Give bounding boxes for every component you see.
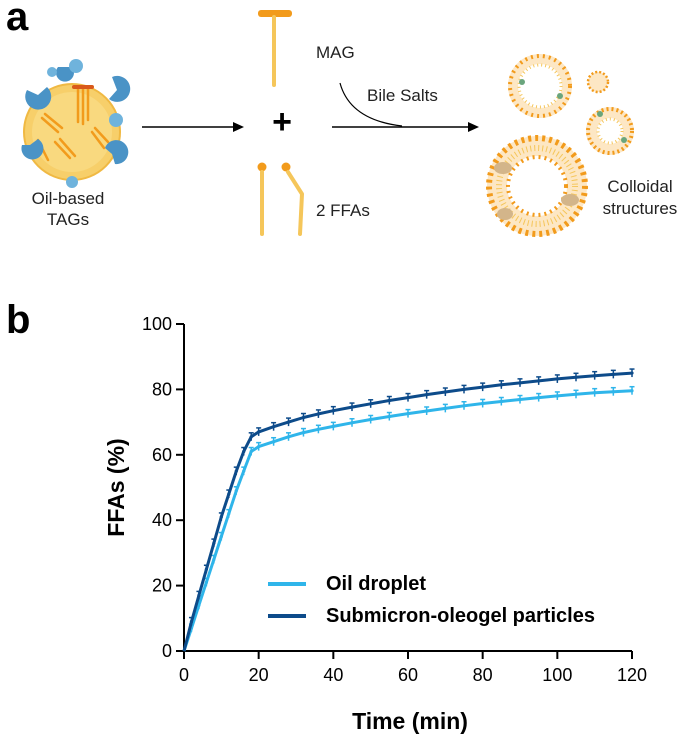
y-tick-label: 100: [142, 314, 172, 334]
data-point: [369, 417, 373, 422]
data-point: [316, 412, 320, 416]
data-point: [481, 385, 485, 389]
data-point: [350, 421, 354, 425]
curved-arrow-icon: [332, 82, 479, 132]
x-tick-label: 20: [249, 665, 269, 685]
colloid-label-line-1: Colloidal: [607, 177, 672, 196]
x-tick-label: 80: [473, 665, 493, 685]
data-point: [481, 401, 485, 406]
data-point: [406, 411, 410, 416]
data-point: [249, 449, 253, 454]
x-axis-title: Time (min): [352, 708, 468, 734]
data-point: [272, 440, 276, 444]
y-axis-title: FFAs (%): [103, 438, 129, 536]
data-point: [204, 580, 208, 584]
data-point: [189, 619, 194, 624]
data-point: [574, 375, 578, 379]
ffa-release-chart: 0 20 40 60 80 100 0 20 40 60 80 100 120 Time (min) FFA…: [103, 314, 647, 734]
oil-label-line-1: Oil-based: [32, 189, 105, 208]
data-point: [234, 489, 238, 493]
y-tick-label: 80: [152, 379, 172, 399]
colloid-label-line-2: structures: [603, 199, 678, 218]
ffa-label: 2 FFAs: [316, 201, 370, 220]
data-point: [197, 603, 201, 607]
data-point: [242, 449, 246, 454]
data-point: [301, 430, 306, 435]
data-point: [212, 557, 216, 562]
bile-salts-label: Bile Salts: [367, 86, 438, 105]
data-point: [387, 414, 391, 419]
data-point: [242, 469, 246, 473]
y-tick-label: 0: [162, 641, 172, 661]
data-point: [574, 392, 578, 396]
mag-label: MAG: [316, 43, 355, 62]
oil-droplet-icon: [21, 59, 131, 188]
y-tick-label: 20: [152, 576, 172, 596]
x-tick-label: 120: [617, 665, 647, 685]
data-point: [630, 389, 634, 393]
x-tick-label: 0: [179, 665, 189, 685]
y-tick-label: 40: [152, 510, 172, 530]
data-point: [611, 372, 615, 376]
oil-label-line-2: TAGs: [47, 210, 89, 229]
data-point: [227, 492, 231, 496]
panel-b-letter: b: [6, 298, 30, 342]
data-point: [537, 395, 541, 400]
data-point: [301, 415, 306, 420]
data-point: [555, 394, 559, 398]
data-point: [249, 435, 253, 439]
y-tick-label: 60: [152, 445, 172, 465]
data-point: [518, 381, 522, 385]
data-point: [443, 390, 447, 394]
data-point: [593, 374, 597, 378]
data-point: [462, 404, 466, 408]
data-point: [443, 406, 447, 410]
panel-a: a: [6, 0, 678, 237]
data-point: [227, 512, 231, 516]
panel-a-letter: a: [6, 0, 29, 39]
data-point: [257, 430, 261, 434]
data-point: [630, 371, 634, 375]
x-tick-label: 60: [398, 665, 418, 685]
data-point: [518, 397, 522, 402]
data-point: [272, 425, 276, 429]
data-point: [425, 409, 429, 413]
panel-b: b 0 20 40 60 80 100 0 20 40 60 80 100 120 Time (min) F…: [6, 298, 647, 734]
arrow-right-icon: [142, 122, 244, 132]
data-point: [286, 420, 291, 424]
data-point: [331, 409, 335, 413]
colloidal-structures-icon: [486, 54, 634, 237]
data-point: [369, 402, 373, 406]
data-point: [212, 541, 216, 545]
data-point: [197, 593, 201, 598]
data-point: [219, 534, 223, 539]
legend-label-1: Submicron-oleogel particles: [326, 605, 595, 627]
data-point: [499, 399, 503, 404]
data-point: [611, 390, 615, 394]
data-point: [204, 567, 208, 571]
data-point: [555, 377, 559, 381]
data-point: [593, 391, 597, 395]
data-point: [387, 398, 391, 403]
data-point: [331, 424, 335, 428]
ffa-molecules-icon: [257, 162, 304, 236]
data-point: [316, 427, 320, 431]
data-point: [286, 435, 291, 439]
x-tick-label: 100: [542, 665, 572, 685]
data-point: [425, 393, 429, 397]
data-point: [499, 383, 503, 387]
plus-sign: +: [272, 103, 292, 141]
legend-label-0: Oil droplet: [326, 573, 426, 595]
mag-molecule-icon: [258, 10, 292, 87]
data-point: [350, 405, 354, 409]
data-point: [234, 469, 238, 473]
x-tick-label: 40: [323, 665, 343, 685]
data-point: [257, 445, 261, 449]
data-point: [462, 387, 466, 391]
data-point: [219, 515, 223, 519]
data-point: [406, 395, 410, 400]
data-point: [537, 379, 541, 383]
